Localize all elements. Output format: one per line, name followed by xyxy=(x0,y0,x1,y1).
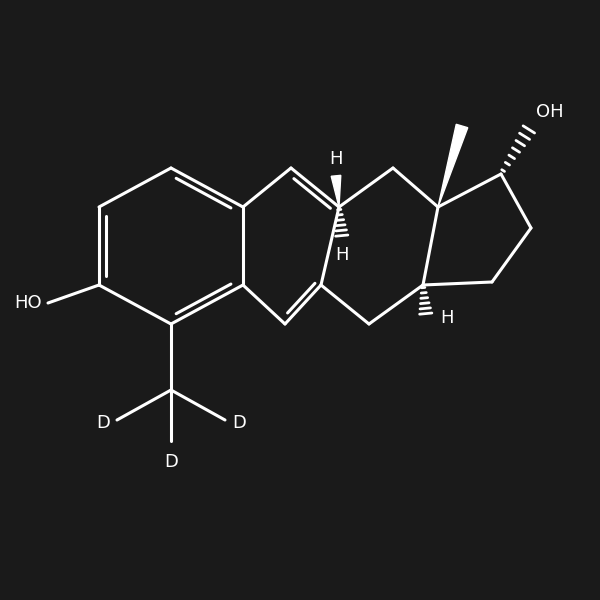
Text: D: D xyxy=(232,414,246,432)
Text: H: H xyxy=(335,246,349,264)
Text: D: D xyxy=(96,414,110,432)
Text: H: H xyxy=(329,150,343,168)
Text: OH: OH xyxy=(536,103,563,121)
Polygon shape xyxy=(331,175,341,207)
Text: HO: HO xyxy=(14,294,42,312)
Polygon shape xyxy=(438,124,468,207)
Text: D: D xyxy=(164,453,178,471)
Text: H: H xyxy=(440,309,454,327)
